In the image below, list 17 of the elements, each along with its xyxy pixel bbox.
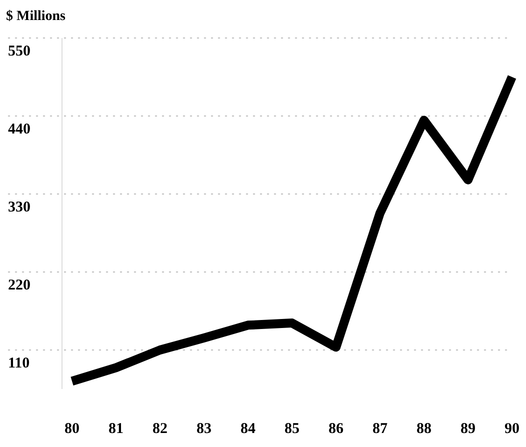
y-tick-label: 440 (8, 121, 30, 138)
x-tick-label: 82 (152, 421, 168, 437)
x-tick-label: 83 (196, 421, 212, 437)
x-tick-label: 86 (328, 421, 344, 437)
x-tick-label: 81 (108, 421, 124, 437)
y-tick-label: 220 (8, 277, 30, 294)
y-axis-title: $ Millions (6, 9, 66, 24)
x-tick-label: 85 (284, 421, 300, 437)
x-tick-label: 89 (460, 421, 476, 437)
x-tick-label: 88 (416, 421, 432, 437)
x-tick-label: 87 (372, 421, 388, 437)
x-tick-label: 80 (64, 421, 80, 437)
x-tick-label: 90 (504, 421, 520, 437)
y-tick-label: 330 (8, 199, 30, 216)
x-tick-label: 84 (240, 421, 256, 437)
y-tick-label: 550 (8, 43, 30, 60)
y-tick-label: 110 (8, 355, 30, 372)
